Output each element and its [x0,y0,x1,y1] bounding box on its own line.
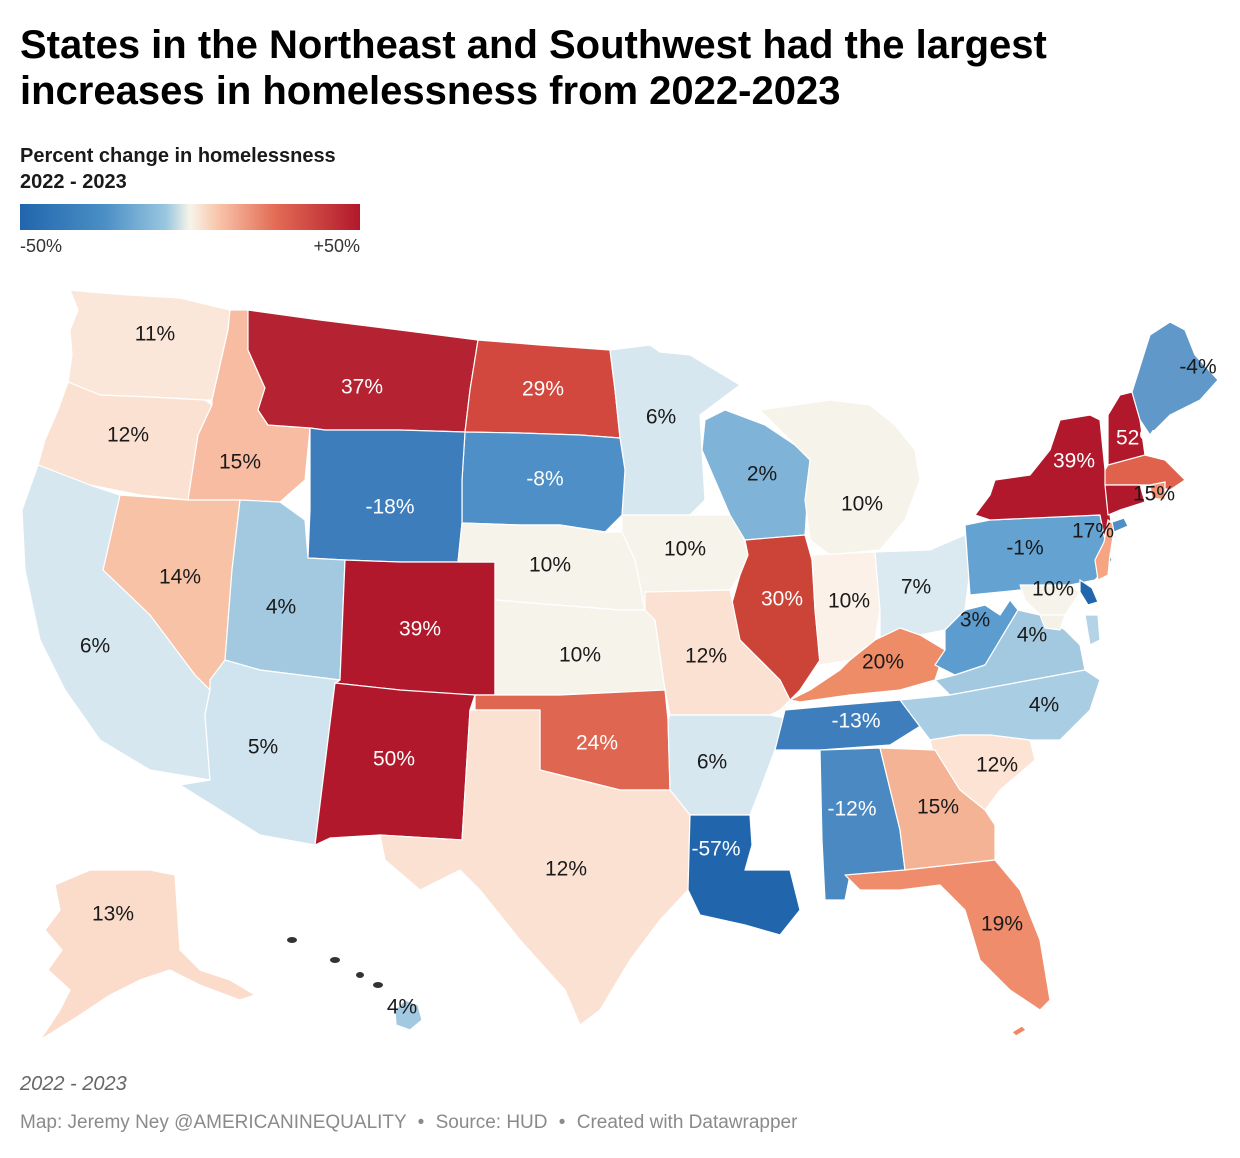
island-shape [287,937,297,943]
state-shape[interactable] [879,747,996,871]
state-shape[interactable] [379,709,691,1026]
state-value-label: 12% [685,645,727,668]
legend-color-scale [20,204,360,230]
us-state-map: 11% 12% 15% 37% 29% 6% -8% -18% 14% 4% 6% 39% 10% 10%… [21,289,1219,1041]
state-value-label: -57% [691,838,740,861]
datawrapper-link[interactable]: Created with Datawrapper [576,1112,798,1133]
state-value-label: 37% [341,376,383,399]
state-value-label: 39% [1053,450,1095,473]
state-value-label: 7% [901,576,931,599]
state-value-label: 10% [664,538,706,561]
small-state-shape[interactable] [1111,517,1129,533]
state-shape[interactable] [247,309,479,433]
map-notes: 2022 - 2023 [20,1073,127,1095]
state-value-label: 39% [399,618,441,641]
chart-title: States in the Northeast and Southwest ha… [20,23,1047,113]
state-shape[interactable] [759,399,921,556]
state-value-label: 12% [545,858,587,881]
island-shape [373,982,383,988]
state-value-label: 15% [1133,483,1175,506]
state-value-label: 4% [266,596,296,619]
state-value-label: 10% [529,554,571,577]
state-value-label: 17% [1072,520,1114,543]
state-value-label: 6% [646,406,676,429]
state-value-label: 24% [576,732,618,755]
small-state-shape[interactable] [1084,614,1101,646]
state-value-label: 30% [761,588,803,611]
state-value-label: 6% [80,635,110,658]
footer-separator: • [417,1112,425,1133]
state-shape[interactable] [789,627,946,703]
small-state-shape[interactable] [1149,481,1166,501]
state-value-label: 12% [107,424,149,447]
state-value-label: 10% [1032,578,1074,601]
state-shape[interactable] [394,999,423,1031]
state-shape[interactable] [1104,484,1146,516]
state-value-label: 10% [828,590,870,613]
state-value-label: 12% [976,754,1018,777]
state-value-label: 6% [697,751,727,774]
footer-separator: • [558,1112,566,1133]
state-value-label: 52% [1116,427,1158,450]
state-value-label: 4% [1029,694,1059,717]
state-value-label: 2% [747,463,777,486]
state-value-label: 4% [1017,624,1047,647]
state-shape[interactable] [687,814,801,936]
small-state-shape[interactable] [1011,1025,1027,1037]
state-shape[interactable] [844,859,1051,1011]
legend-min-label: -50% [20,236,63,256]
state-shape[interactable] [644,589,791,716]
state-value-label: 29% [522,378,564,401]
state-value-label: 4% [387,996,417,1019]
state-value-label: -12% [827,798,876,821]
state-value-label: 14% [159,566,201,589]
state-value-label: 15% [917,796,959,819]
island-shape [330,957,340,963]
legend-title: Percent change in homelessness 2022 - 20… [20,145,336,193]
state-shape[interactable] [179,659,341,846]
state-value-label: 20% [862,651,904,674]
state-value-label: 11% [135,323,175,346]
state-value-label: 10% [559,644,601,667]
state-value-label: 3% [960,609,990,632]
state-value-label: 10% [841,493,883,516]
state-value-label: 15% [219,451,261,474]
map-credit: Map: Jeremy Ney @AMERICANINEQUALITY [20,1112,407,1133]
state-shape[interactable] [1131,321,1219,436]
state-shape[interactable] [667,714,786,816]
state-shape[interactable] [39,869,256,1041]
footer-credits: Map: Jeremy Ney @AMERICANINEQUALITY • So… [20,1112,797,1134]
state-value-label: -8% [526,468,563,491]
state-value-label: -4% [1179,356,1216,379]
state-value-label: 19% [981,913,1023,936]
state-value-label: -18% [365,496,414,519]
state-value-label: 5% [248,736,278,759]
state-value-label: 50% [373,748,415,771]
state-value-label: 13% [92,903,134,926]
state-value-label: -1% [1006,537,1043,560]
source-credit: Source: HUD [435,1112,548,1133]
legend-max-label: +50% [313,236,360,256]
island-shape [356,972,364,978]
state-shape[interactable] [974,414,1113,541]
small-state-shape[interactable] [1079,578,1099,606]
state-value-label: -13% [831,710,880,733]
small-state-shape[interactable] [1039,614,1066,631]
